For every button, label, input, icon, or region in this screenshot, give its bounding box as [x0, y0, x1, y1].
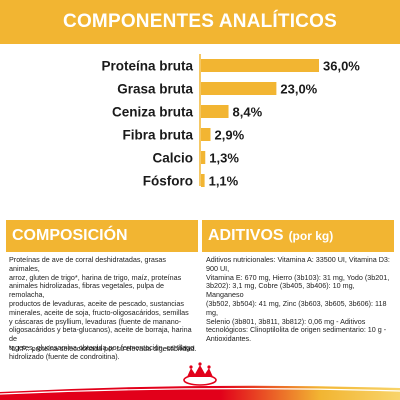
aditivos-line: tecnológicos: Clinoptilolita de origen s… — [206, 325, 387, 335]
aditivos-header: ADITIVOS (por kg) — [202, 220, 394, 252]
category-label: Fibra bruta — [122, 128, 193, 143]
aditivos-line: Selenio (3b801, 3b811, 3b812): 0,06 mg -… — [206, 316, 366, 326]
composicion-line: productos de levaduras, aceite de pescad… — [9, 298, 185, 308]
composicion-text: Proteínas de ave de corral deshidratadas… — [9, 255, 197, 362]
value-label: 8,4% — [233, 105, 263, 120]
composicion-line: arroz, gluten de trigo*, harina de trigo… — [9, 272, 182, 282]
value-label: 36,0% — [323, 59, 360, 74]
aditivos-line: (3b502, 3b504): 41 mg, Zinc (3b603, 3b60… — [206, 298, 387, 317]
aditivos-line: 3b202): 3,1 mg, Cobre (3b405, 3b406): 10… — [206, 281, 355, 300]
bar — [201, 174, 205, 187]
composicion-line: hidrolizado (fuente de condroitina). — [9, 351, 120, 361]
bar — [201, 105, 229, 118]
aditivos-text: Aditivos nutricionales: Vitamina A: 3350… — [206, 255, 394, 344]
brand-ribbon — [0, 385, 400, 400]
aditivos-line: Antioxidantes. — [206, 334, 252, 344]
royal-canin-crown-icon — [183, 362, 217, 386]
composicion-line: animales hidrolizadas, fibras vegetales,… — [9, 281, 165, 300]
composicion-line: minerales, aceite de soja, fructo-oligos… — [9, 307, 189, 317]
category-label: Ceniza bruta — [112, 105, 194, 120]
analytical-components-banner: COMPONENTES ANALÍTICOS — [0, 0, 400, 44]
banner-title: COMPONENTES ANALÍTICOS — [63, 11, 337, 32]
analytical-components-chart: Proteína bruta 36,0% Grasa bruta 23,0% Ceniz… — [101, 54, 360, 189]
bar — [201, 151, 206, 164]
value-label: 1,1% — [209, 174, 239, 189]
category-label: Calcio — [152, 151, 193, 166]
category-label: Fósforo — [143, 174, 193, 189]
bar — [201, 82, 277, 95]
composicion-header: COMPOSICIÓN — [6, 220, 198, 252]
aditivos-title: ADITIVOS — [208, 227, 284, 244]
category-label: Proteína bruta — [101, 59, 193, 74]
composicion-title: COMPOSICIÓN — [12, 227, 128, 244]
composicion-line: tagetes, glucosamina obtenida por fermen… — [9, 342, 194, 352]
value-label: 1,3% — [209, 151, 239, 166]
composicion-line: oligosacáridos y beta-glucanos), aceite … — [9, 325, 192, 344]
aditivos-subtitle: (por kg) — [288, 229, 334, 243]
aditivos-line: Vitamina E: 670 mg, Hierro (3b103): 31 m… — [206, 272, 390, 282]
footnote: *L.I.P.: proteína seleccionada por su el… — [9, 344, 197, 353]
value-label: 23,0% — [280, 82, 317, 97]
composicion-line: y cáscaras de psyllium, levaduras (fuent… — [9, 316, 182, 326]
bar — [201, 59, 319, 72]
aditivos-line: Aditivos nutricionales: Vitamina A: 3350… — [206, 255, 390, 273]
bar — [201, 128, 211, 141]
value-label: 2,9% — [215, 128, 245, 143]
category-label: Grasa bruta — [117, 82, 193, 97]
composicion-line: Proteínas de ave de corral deshidratadas… — [9, 255, 167, 273]
